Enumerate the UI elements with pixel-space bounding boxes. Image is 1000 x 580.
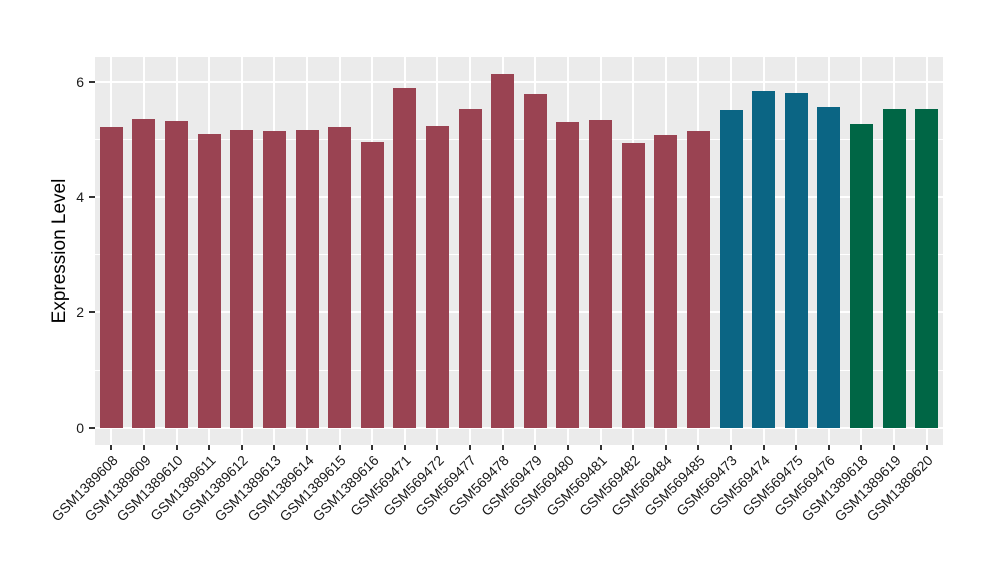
x-axis-tick (534, 445, 537, 450)
x-axis-tick (501, 445, 504, 450)
x-axis-tick (273, 445, 276, 450)
x-axis-tick (697, 445, 700, 450)
x-axis-tick (762, 445, 765, 450)
plot-panel (95, 57, 943, 445)
x-axis-tick (730, 445, 732, 450)
x-axis-tick (142, 445, 145, 450)
x-axis-tick (403, 445, 406, 450)
bar-GSM1389610 (165, 120, 189, 428)
y-axis-tick (89, 196, 95, 199)
y-tick-label: 6 (76, 73, 84, 90)
bar-GSM569471 (393, 88, 417, 428)
bar-GSM569475 (784, 92, 808, 428)
x-axis-tick (664, 445, 667, 450)
bar-GSM569474 (752, 91, 776, 428)
bar-GSM569473 (719, 110, 743, 428)
bar-GSM1389612 (230, 130, 254, 428)
x-axis-tick (436, 445, 439, 450)
y-tick-label: 4 (76, 189, 84, 206)
x-axis-tick (110, 445, 113, 450)
x-axis-tick (566, 445, 569, 450)
x-axis-tick (925, 445, 928, 450)
x-axis-tick (338, 445, 341, 450)
x-axis-tick (827, 445, 830, 450)
gridline-major (95, 80, 943, 83)
gridline-major (95, 311, 943, 314)
bar-GSM569478 (491, 73, 515, 428)
x-axis-tick (860, 445, 863, 450)
gridline-minor (95, 369, 943, 371)
gridline-minor (95, 254, 943, 256)
bar-GSM1389616 (360, 142, 384, 428)
bar-GSM569479 (523, 93, 547, 428)
bar-GSM1389614 (295, 129, 319, 428)
bar-GSM569481 (589, 120, 613, 428)
gridline-minor (95, 138, 943, 140)
bar-GSM569485 (686, 130, 710, 428)
bar-GSM569480 (556, 121, 580, 428)
bar-GSM1389615 (328, 127, 352, 428)
x-axis-tick (371, 445, 374, 450)
bar-GSM1389609 (132, 119, 156, 428)
bar-GSM1389618 (849, 123, 873, 428)
bar-GSM569472 (425, 125, 449, 428)
x-axis-tick (240, 445, 243, 450)
x-axis-tick (175, 445, 178, 450)
gridline-major (95, 196, 943, 199)
bar-GSM569477 (458, 109, 482, 428)
gridline-major (95, 426, 943, 429)
bar-GSM1389620 (915, 109, 939, 428)
x-axis-tick (599, 445, 602, 450)
x-axis-tick (795, 445, 798, 450)
bar-GSM1389608 (99, 127, 123, 428)
y-axis-tick (89, 80, 95, 83)
bar-GSM569476 (817, 107, 841, 428)
x-axis-tick (306, 445, 308, 450)
y-tick-label: 0 (76, 419, 84, 436)
bar-GSM1389613 (262, 130, 286, 428)
x-axis-tick (469, 445, 472, 450)
y-axis-tick (89, 426, 95, 429)
bar-GSM1389611 (197, 134, 221, 428)
bar-GSM1389619 (882, 109, 906, 428)
x-axis-tick (208, 445, 211, 450)
bar-GSM569484 (654, 135, 678, 428)
y-tick-label: 2 (76, 304, 84, 321)
x-axis-tick (632, 445, 635, 450)
y-axis-tick (89, 311, 95, 314)
bar-GSM569482 (621, 143, 645, 428)
x-axis-tick (893, 445, 896, 450)
